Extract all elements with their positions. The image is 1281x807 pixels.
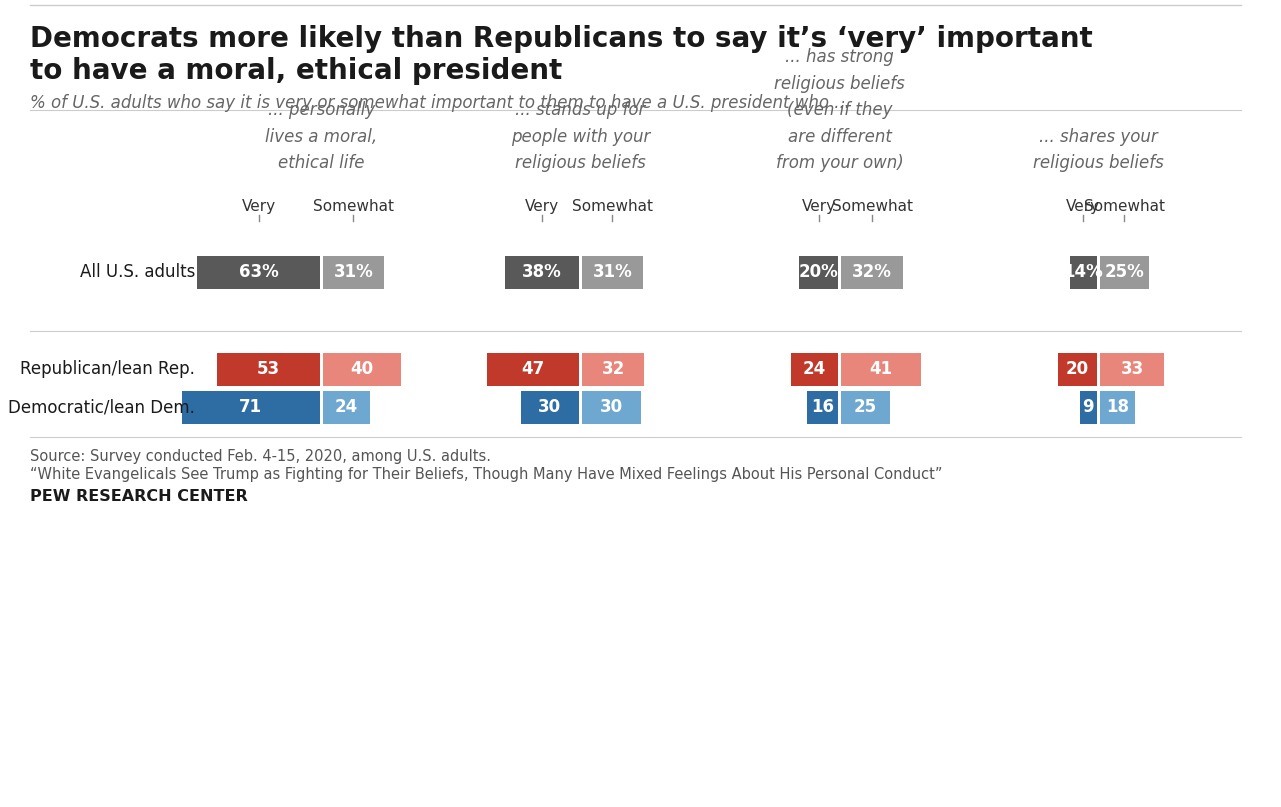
Text: 9: 9 bbox=[1082, 398, 1094, 416]
Text: 30: 30 bbox=[538, 398, 561, 416]
Text: PEW RESEARCH CENTER: PEW RESEARCH CENTER bbox=[29, 489, 247, 504]
Text: Democrats more likely than Republicans to say it’s ‘very’ important: Democrats more likely than Republicans t… bbox=[29, 25, 1093, 53]
Bar bbox=[505, 256, 579, 288]
Bar bbox=[197, 256, 320, 288]
Text: Somewhat: Somewhat bbox=[831, 199, 913, 214]
Text: ... personally
lives a moral,
ethical life: ... personally lives a moral, ethical li… bbox=[265, 101, 378, 172]
Text: Source: Survey conducted Feb. 4-15, 2020, among U.S. adults.: Source: Survey conducted Feb. 4-15, 2020… bbox=[29, 449, 491, 464]
Text: 63%: 63% bbox=[238, 263, 278, 281]
Text: 53: 53 bbox=[256, 360, 281, 378]
Bar bbox=[842, 256, 903, 288]
Text: 24: 24 bbox=[334, 398, 359, 416]
Bar bbox=[1100, 391, 1135, 424]
Text: ... stands up for
people with your
religious beliefs: ... stands up for people with your relig… bbox=[511, 101, 651, 172]
Text: 20%: 20% bbox=[798, 263, 839, 281]
Text: ... shares your
religious beliefs: ... shares your religious beliefs bbox=[1034, 128, 1164, 172]
Bar bbox=[1058, 353, 1097, 386]
Text: 24: 24 bbox=[803, 360, 826, 378]
Text: to have a moral, ethical president: to have a moral, ethical president bbox=[29, 57, 562, 85]
Bar bbox=[799, 256, 838, 288]
Text: Republican/lean Rep.: Republican/lean Rep. bbox=[20, 360, 195, 378]
Text: Very: Very bbox=[802, 199, 835, 214]
Text: All U.S. adults: All U.S. adults bbox=[79, 263, 195, 281]
Text: 40: 40 bbox=[351, 360, 374, 378]
Bar bbox=[582, 391, 640, 424]
Text: Somewhat: Somewhat bbox=[313, 199, 393, 214]
Bar bbox=[182, 391, 320, 424]
Bar bbox=[842, 353, 921, 386]
Bar bbox=[323, 256, 383, 288]
Text: “White Evangelicals See Trump as Fighting for Their Beliefs, Though Many Have Mi: “White Evangelicals See Trump as Fightin… bbox=[29, 467, 943, 482]
Text: 32%: 32% bbox=[852, 263, 892, 281]
Text: 14%: 14% bbox=[1063, 263, 1103, 281]
Bar bbox=[216, 353, 320, 386]
Text: 47: 47 bbox=[521, 360, 544, 378]
Text: 31%: 31% bbox=[592, 263, 632, 281]
Text: 32: 32 bbox=[602, 360, 625, 378]
Bar bbox=[807, 391, 838, 424]
Text: ... has strong
religious beliefs
(even if they
are different
from your own): ... has strong religious beliefs (even i… bbox=[774, 48, 904, 172]
Text: Democratic/lean Dem.: Democratic/lean Dem. bbox=[8, 398, 195, 416]
Text: 33: 33 bbox=[1121, 360, 1144, 378]
Text: Somewhat: Somewhat bbox=[1084, 199, 1164, 214]
Text: Very: Very bbox=[525, 199, 559, 214]
Bar bbox=[323, 391, 370, 424]
Bar bbox=[1070, 256, 1097, 288]
Bar bbox=[582, 256, 643, 288]
Bar bbox=[520, 391, 579, 424]
Text: 18: 18 bbox=[1106, 398, 1129, 416]
Text: Very: Very bbox=[242, 199, 275, 214]
Text: 25%: 25% bbox=[1104, 263, 1144, 281]
Text: 25: 25 bbox=[854, 398, 877, 416]
Text: 31%: 31% bbox=[333, 263, 373, 281]
Bar bbox=[792, 353, 838, 386]
Text: Somewhat: Somewhat bbox=[571, 199, 653, 214]
Text: 71: 71 bbox=[240, 398, 263, 416]
Text: % of U.S. adults who say it is very or somewhat important to them to have a U.S.: % of U.S. adults who say it is very or s… bbox=[29, 94, 851, 112]
Bar bbox=[487, 353, 579, 386]
Text: 30: 30 bbox=[600, 398, 623, 416]
Bar bbox=[582, 353, 644, 386]
Text: 41: 41 bbox=[870, 360, 893, 378]
Text: 38%: 38% bbox=[523, 263, 562, 281]
Bar bbox=[1080, 391, 1097, 424]
Text: 20: 20 bbox=[1066, 360, 1089, 378]
Text: Very: Very bbox=[1066, 199, 1100, 214]
Bar bbox=[842, 391, 890, 424]
Text: 16: 16 bbox=[811, 398, 834, 416]
Bar bbox=[1100, 256, 1149, 288]
Bar bbox=[323, 353, 401, 386]
Bar bbox=[1100, 353, 1164, 386]
